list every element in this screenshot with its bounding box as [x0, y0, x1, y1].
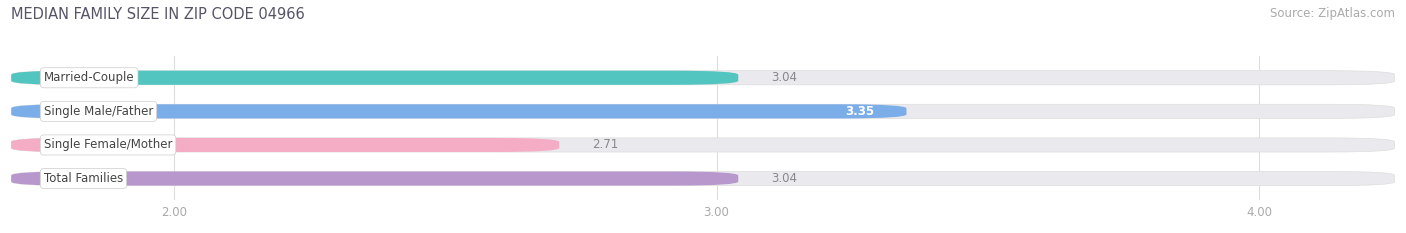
FancyBboxPatch shape — [11, 104, 907, 118]
Text: Married-Couple: Married-Couple — [44, 71, 135, 84]
Text: Source: ZipAtlas.com: Source: ZipAtlas.com — [1270, 7, 1395, 20]
Text: Single Male/Father: Single Male/Father — [44, 105, 153, 118]
FancyBboxPatch shape — [11, 71, 738, 85]
FancyBboxPatch shape — [11, 138, 560, 152]
Text: 3.04: 3.04 — [770, 172, 797, 185]
Text: Single Female/Mother: Single Female/Mother — [44, 138, 173, 151]
Text: 3.35: 3.35 — [845, 105, 875, 118]
Text: MEDIAN FAMILY SIZE IN ZIP CODE 04966: MEDIAN FAMILY SIZE IN ZIP CODE 04966 — [11, 7, 305, 22]
FancyBboxPatch shape — [11, 171, 1395, 186]
FancyBboxPatch shape — [11, 171, 738, 186]
FancyBboxPatch shape — [11, 138, 1395, 152]
Text: 3.04: 3.04 — [770, 71, 797, 84]
FancyBboxPatch shape — [11, 71, 1395, 85]
FancyBboxPatch shape — [11, 104, 1395, 118]
Text: Total Families: Total Families — [44, 172, 124, 185]
Text: 2.71: 2.71 — [592, 138, 619, 151]
